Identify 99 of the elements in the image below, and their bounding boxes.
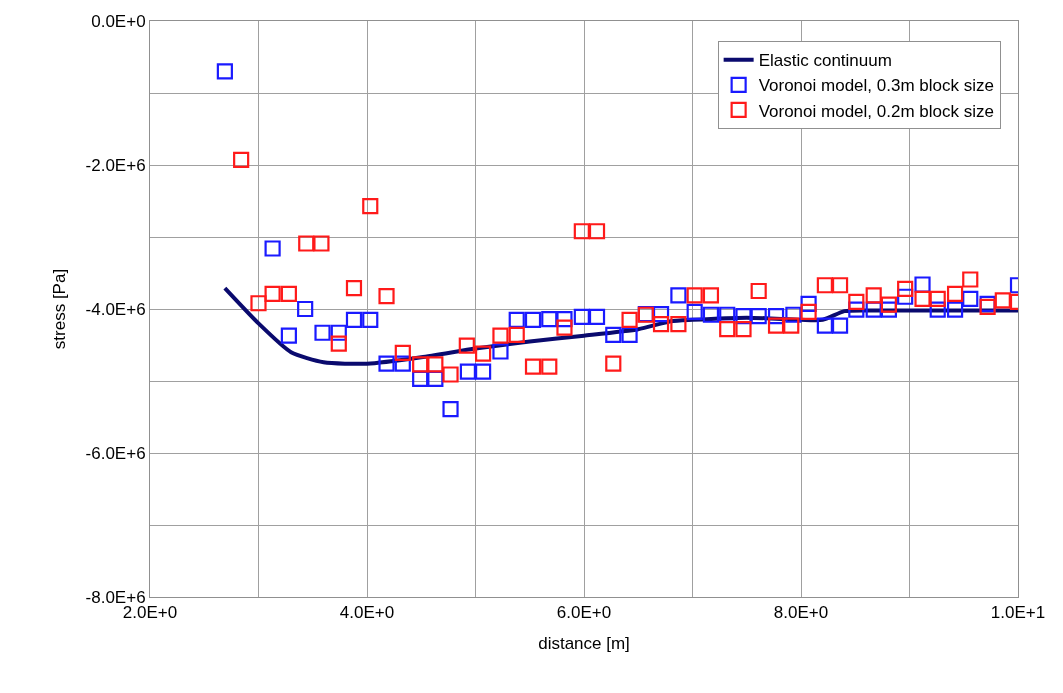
- point: [686, 287, 703, 304]
- legend-label: Voronoi model, 0.3m block size: [758, 76, 994, 96]
- point: [831, 317, 849, 334]
- point: [783, 317, 800, 334]
- point: [588, 308, 606, 326]
- point: [652, 316, 670, 333]
- point: [524, 358, 542, 375]
- point: [298, 235, 315, 252]
- point: [946, 301, 964, 318]
- point: [394, 344, 411, 362]
- point: [508, 326, 525, 344]
- point: [767, 308, 785, 325]
- point: [412, 356, 429, 373]
- point: [250, 295, 267, 312]
- point: [573, 223, 590, 240]
- x-tick-label: 4.0E+0: [339, 603, 395, 623]
- point: [216, 63, 233, 80]
- point: [459, 363, 476, 380]
- point: [865, 301, 882, 318]
- point: [750, 282, 767, 300]
- point: [330, 335, 347, 352]
- x-tick-label: 1.0E+1: [990, 603, 1046, 623]
- point: [362, 311, 379, 328]
- point: [914, 276, 931, 293]
- point: [929, 301, 946, 318]
- point: [865, 287, 882, 304]
- point: [735, 308, 752, 325]
- point: [686, 303, 703, 320]
- point: [848, 301, 865, 318]
- point: [541, 310, 558, 328]
- point: [330, 324, 347, 341]
- point: [914, 290, 931, 308]
- point: [831, 277, 849, 294]
- point: [897, 280, 914, 297]
- point: [800, 295, 817, 313]
- point: [378, 355, 395, 372]
- point: [702, 287, 720, 304]
- x-tick-label: 8.0E+0: [773, 603, 829, 623]
- x-tick-label: 6.0E+0: [556, 603, 612, 623]
- point: [785, 306, 802, 323]
- point: [605, 326, 622, 344]
- point: [297, 300, 314, 318]
- point: [492, 343, 509, 360]
- point: [735, 321, 752, 338]
- point: [946, 285, 964, 302]
- point: [280, 285, 297, 302]
- point: [621, 326, 638, 344]
- point: [378, 287, 395, 305]
- x-axis-title: distance [m]: [538, 633, 630, 653]
- point: [897, 288, 914, 305]
- point: [719, 321, 736, 338]
- point: [816, 277, 833, 294]
- point: [702, 306, 720, 323]
- point: [962, 271, 979, 288]
- point: [556, 310, 573, 328]
- point: [362, 197, 379, 215]
- point: [573, 308, 590, 326]
- point: [427, 356, 444, 373]
- point: [652, 305, 670, 323]
- point: [508, 311, 525, 328]
- point: [314, 324, 331, 341]
- point: [233, 151, 250, 169]
- point: [994, 292, 1011, 309]
- point: [264, 285, 281, 302]
- point: [750, 308, 767, 325]
- point: [264, 240, 281, 257]
- point: [670, 287, 687, 304]
- point: [800, 303, 817, 320]
- point: [345, 280, 363, 297]
- point: [442, 366, 459, 383]
- point: [962, 290, 979, 308]
- y-tick-label: -2.0E+6: [85, 155, 146, 175]
- point: [880, 296, 897, 313]
- point: [313, 235, 330, 252]
- point: [475, 363, 492, 380]
- point: [541, 358, 558, 375]
- point: [929, 290, 946, 308]
- point: [475, 345, 492, 362]
- point: [816, 317, 833, 334]
- y-axis-title: stress [Pa]: [50, 268, 70, 350]
- point: [621, 311, 638, 328]
- point: [345, 311, 363, 328]
- point: [458, 337, 475, 354]
- point: [556, 319, 573, 336]
- y-tick-label: -6.0E+6: [85, 443, 146, 463]
- point: [394, 355, 411, 372]
- point: [848, 293, 865, 310]
- y-tick-label: -4.0E+6: [85, 299, 146, 319]
- point: [588, 223, 606, 240]
- point: [605, 355, 622, 372]
- point: [670, 316, 687, 333]
- point: [442, 400, 459, 418]
- legend-label: Voronoi model, 0.2m block size: [758, 101, 994, 121]
- legend-label: Elastic continuum: [758, 51, 892, 71]
- point: [524, 311, 542, 328]
- point: [767, 317, 785, 334]
- point: [280, 327, 297, 344]
- y-tick-label: 0.0E+0: [91, 11, 146, 31]
- point: [492, 327, 509, 344]
